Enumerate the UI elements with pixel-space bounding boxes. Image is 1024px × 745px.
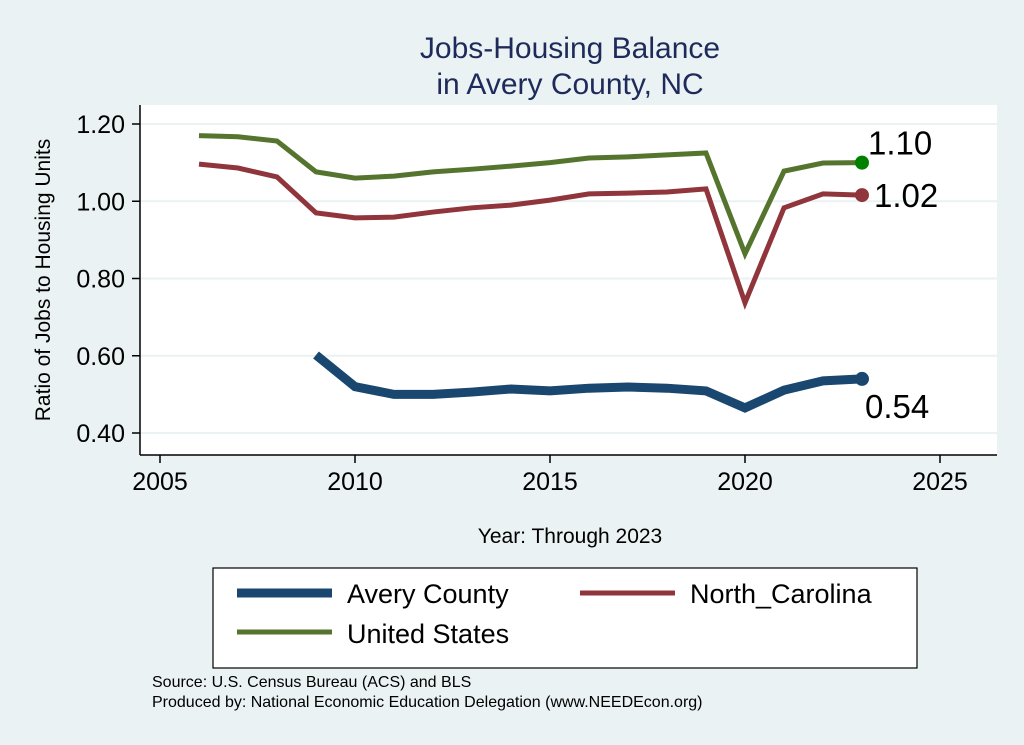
legend-label-us: United States <box>347 619 509 649</box>
x-tick-label: 2025 <box>912 468 968 496</box>
x-tick-label: 2010 <box>327 468 383 496</box>
chart-title-line1: Jobs-Housing Balance <box>420 32 720 65</box>
y-ticks: 0.40 0.60 0.80 1.00 1.20 <box>76 111 140 448</box>
chart-title-line2: in Avery County, NC <box>436 68 703 101</box>
end-marker-united-states <box>855 155 869 170</box>
x-tick-label: 2015 <box>522 468 578 496</box>
series-line-north-carolina <box>198 161 863 310</box>
y-tick-label: 0.80 <box>76 266 125 294</box>
x-axis-label: Year: Through 2023 <box>478 525 663 548</box>
x-tick-label: 2020 <box>717 468 773 496</box>
legend: Avery County North_Carolina United State… <box>212 567 918 669</box>
x-tick-label: 2005 <box>132 468 188 496</box>
legend-box <box>212 567 918 669</box>
y-tick-label: 1.20 <box>76 111 125 139</box>
y-tick-label: 0.40 <box>76 420 125 448</box>
gridlines <box>141 123 997 434</box>
y-axis-label: Ratio of Jobs to Housing Units <box>32 139 55 421</box>
legend-label-avery: Avery County <box>347 579 509 609</box>
legend-label-nc: North_Carolina <box>690 579 873 609</box>
end-label-north-carolina: 1.02 <box>874 177 938 214</box>
series-lines: 1.02 1.10 0.54 <box>198 125 938 425</box>
end-marker-avery-county <box>855 371 869 386</box>
series-line-united-states <box>198 133 863 261</box>
y-tick-label: 1.00 <box>76 188 125 216</box>
source-note: Source: U.S. Census Bureau (ACS) and BLS <box>152 674 471 691</box>
x-ticks: 2005 2010 2015 2020 2025 <box>132 455 968 496</box>
end-label-avery-county: 0.54 <box>865 388 929 425</box>
end-label-united-states: 1.10 <box>868 125 932 162</box>
produced-note: Produced by: National Economic Education… <box>152 694 703 711</box>
y-tick-label: 0.60 <box>76 343 125 371</box>
end-marker-north-carolina <box>855 188 869 203</box>
